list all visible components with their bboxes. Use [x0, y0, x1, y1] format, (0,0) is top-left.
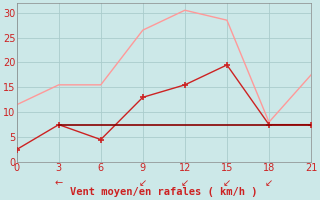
- Text: ↙: ↙: [139, 179, 147, 189]
- Text: ↙: ↙: [265, 179, 273, 189]
- Text: ←: ←: [55, 179, 63, 189]
- X-axis label: Vent moyen/en rafales ( km/h ): Vent moyen/en rafales ( km/h ): [70, 187, 258, 197]
- Text: ↙: ↙: [181, 179, 189, 189]
- Text: ↙: ↙: [223, 179, 231, 189]
